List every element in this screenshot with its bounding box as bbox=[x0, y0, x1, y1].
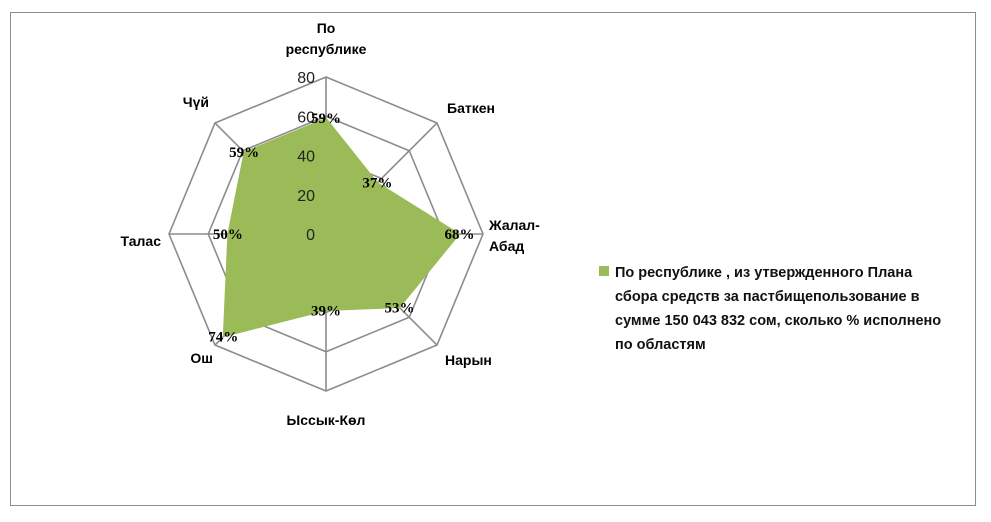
category-label: Ош bbox=[190, 350, 213, 366]
category-label: Талас bbox=[121, 233, 162, 249]
data-point bbox=[325, 117, 327, 120]
radar-chart: 0 20 40 60 80 59% 37% 68% 53% 39% 74% 50% 59% По респу… bbox=[121, 20, 541, 428]
legend-swatch bbox=[599, 266, 609, 276]
category-label: По республике bbox=[286, 20, 367, 57]
radial-tick-label: 60 bbox=[297, 109, 315, 126]
data-label: 37% bbox=[362, 176, 392, 192]
category-label: Ыссык-Көл bbox=[287, 412, 366, 428]
category-label: Чүй bbox=[183, 94, 209, 110]
radial-tick-label: 20 bbox=[297, 188, 315, 205]
category-label: Нарын bbox=[445, 352, 492, 368]
radial-tick-label: 0 bbox=[306, 227, 315, 244]
data-point bbox=[398, 306, 401, 309]
data-label: 53% bbox=[385, 301, 415, 317]
data-label: 59% bbox=[229, 145, 259, 161]
data-point bbox=[458, 233, 461, 235]
data-point bbox=[222, 335, 225, 338]
data-label: 74% bbox=[208, 330, 238, 346]
chart-frame: 0 20 40 60 80 59% 37% 68% 53% 39% 74% 50% 59% По респу… bbox=[10, 12, 976, 506]
data-point bbox=[376, 181, 379, 184]
radial-tick-label: 80 bbox=[297, 70, 315, 87]
data-label: 68% bbox=[444, 227, 474, 243]
legend: По республике , из утвержденного Плана с… bbox=[599, 261, 949, 357]
data-point bbox=[243, 151, 246, 154]
category-label: Жалал-Абад bbox=[488, 217, 540, 254]
data-point bbox=[325, 309, 327, 312]
radial-tick-label: 40 bbox=[297, 149, 315, 166]
legend-label: По республике , из утвержденного Плана с… bbox=[615, 265, 942, 353]
data-label: 59% bbox=[311, 111, 341, 127]
data-point bbox=[226, 233, 229, 235]
category-label: Баткен bbox=[447, 100, 495, 116]
data-label: 39% bbox=[311, 304, 341, 320]
data-label: 50% bbox=[213, 227, 243, 243]
